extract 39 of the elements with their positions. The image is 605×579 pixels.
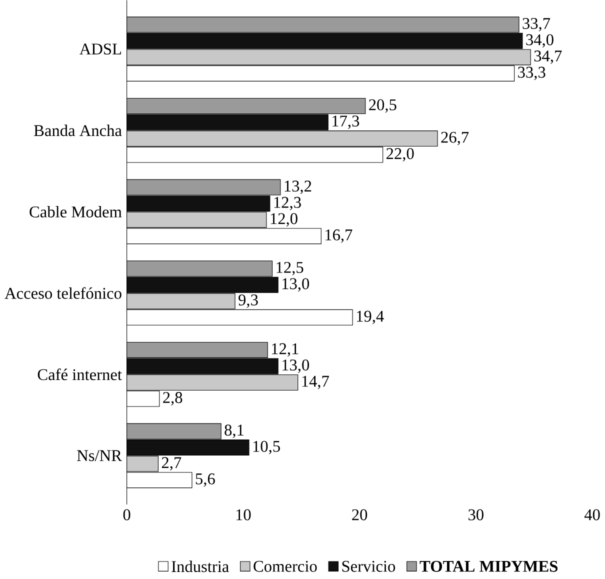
data-label: 12,3 — [274, 196, 301, 210]
data-label: 12,5 — [276, 262, 304, 276]
data-label: 12,1 — [272, 343, 298, 356]
y-tick-label: Cable Modem — [30, 206, 122, 218]
data-label: 17,3 — [332, 115, 360, 129]
x-tick-label: 0 — [123, 509, 130, 520]
data-label: 5,6 — [196, 473, 215, 487]
data-label: 33,7 — [522, 18, 550, 32]
legend-label: Servicio — [342, 560, 396, 572]
data-label: 34,0 — [526, 34, 554, 48]
x-tick-label: 30 — [468, 509, 484, 520]
data-label: 16,7 — [326, 229, 352, 243]
data-label: 19,4 — [356, 310, 384, 324]
y-tick-label: Café internet — [38, 368, 122, 380]
data-label: 12,0 — [270, 212, 298, 226]
legend-label: Industria — [172, 560, 229, 572]
y-tick-label: Ns/NR — [77, 450, 122, 461]
data-label: 13,2 — [284, 180, 312, 194]
data-label: 14,7 — [302, 376, 329, 389]
x-tick-label: 20 — [352, 509, 368, 520]
x-tick-label: 10 — [236, 509, 251, 520]
data-label: 2,7 — [162, 456, 182, 470]
y-tick-label: Acceso telefónico — [4, 286, 122, 299]
data-label: 8,1 — [224, 424, 244, 438]
y-tick-label: ADSL — [79, 43, 122, 54]
legend-label: Comercio — [254, 560, 317, 572]
x-tick-label: 40 — [584, 509, 600, 520]
y-tick-label: Banda Ancha — [34, 124, 122, 136]
data-label: 13,0 — [282, 359, 310, 373]
data-label: 22,0 — [386, 148, 414, 162]
data-label: 34,7 — [534, 50, 562, 64]
data-label: 13,0 — [282, 278, 310, 292]
data-label: 2,8 — [163, 392, 182, 406]
data-label: 26,7 — [441, 132, 469, 145]
data-label: 20,5 — [369, 99, 396, 112]
data-label: 33,3 — [518, 66, 546, 80]
data-label: 10,5 — [253, 440, 280, 454]
legend-label: TOTAL MIPYMES — [420, 560, 558, 572]
data-label: 9,3 — [238, 294, 258, 308]
